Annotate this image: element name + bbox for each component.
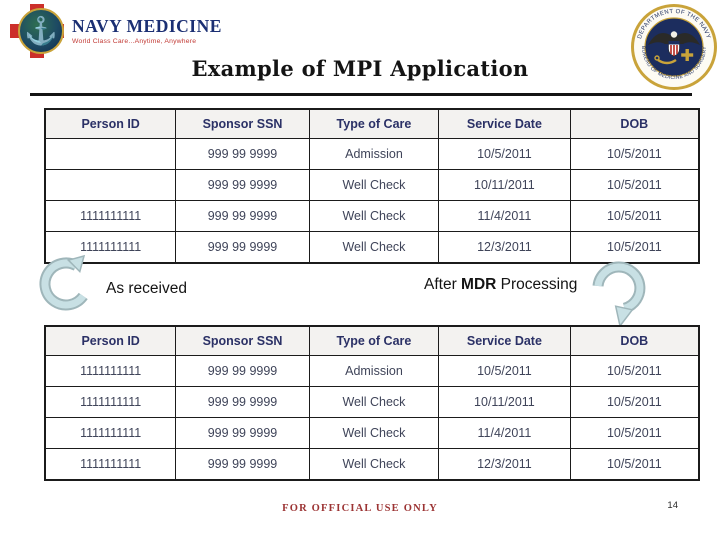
after-mdr-text: Processing	[496, 276, 578, 293]
table-cell: Well Check	[308, 417, 440, 449]
table-cell: 999 99 9999	[175, 231, 310, 264]
table-cell: Well Check	[308, 169, 440, 201]
table-cell: 10/5/2011	[569, 386, 700, 418]
table-cell: Admission	[308, 355, 440, 387]
curved-arrow-down-icon	[592, 261, 646, 328]
after-mdr-text: After	[424, 276, 462, 293]
table-cell: Well Check	[308, 386, 440, 418]
slide-title: Example of MPI Application	[191, 56, 529, 81]
table-cell	[44, 169, 177, 201]
table-cell: 10/11/2011	[438, 169, 571, 201]
navy-medicine-emblem: ⚓	[8, 4, 66, 60]
table-cell: 11/4/2011	[438, 417, 571, 449]
logo-title: NAVY MEDICINE	[72, 16, 222, 36]
table-cell: 1111111111	[44, 417, 177, 449]
column-header: Person ID	[44, 325, 177, 356]
table-cell: 1111111111	[44, 200, 177, 232]
table-row: 999 99 9999 Admission 10/5/2011 10/5/201…	[44, 138, 700, 170]
navy-bumed-seal-icon: DEPARTMENT OF THE NAVY BUREAU OF MEDICIN…	[631, 4, 717, 90]
table-cell: Admission	[308, 138, 440, 170]
table-cell: 12/3/2011	[438, 231, 571, 264]
table-header-row: Person ID Sponsor SSN Type of Care Servi…	[44, 325, 700, 356]
after-mdr-bold-text: MDR	[461, 276, 497, 293]
table-cell: 999 99 9999	[175, 169, 310, 201]
slide-number: 14	[667, 500, 678, 511]
table-cell: 10/5/2011	[569, 200, 700, 232]
table-cell: 999 99 9999	[175, 138, 310, 170]
table-row: 1111111111 999 99 9999 Well Check 11/4/2…	[44, 417, 700, 449]
column-header: DOB	[569, 108, 700, 139]
table-cell	[44, 138, 177, 170]
table-cell: 10/5/2011	[569, 355, 700, 387]
table-cell: 10/11/2011	[438, 386, 571, 418]
column-header: Type of Care	[308, 108, 440, 139]
table-cell: Well Check	[308, 231, 440, 264]
table-cell: 10/5/2011	[569, 231, 700, 264]
table-cell: 10/5/2011	[569, 417, 700, 449]
table-cell: 999 99 9999	[175, 386, 310, 418]
table-cell: 10/5/2011	[569, 138, 700, 170]
table-row: 1111111111 999 99 9999 Well Check 11/4/2…	[44, 200, 700, 232]
table-row: 1111111111 999 99 9999 Well Check 12/3/2…	[44, 448, 700, 481]
table-row: 1111111111 999 99 9999 Well Check 10/11/…	[44, 386, 700, 418]
eagle-icon	[648, 31, 700, 57]
table-cell: 1111111111	[44, 448, 177, 481]
column-header: Service Date	[438, 325, 571, 356]
table-cell: 1111111111	[44, 386, 177, 418]
as-received-table: Person ID Sponsor SSN Type of Care Servi…	[44, 108, 700, 264]
column-header: Type of Care	[308, 325, 440, 356]
table-row: 999 99 9999 Well Check 10/11/2011 10/5/2…	[44, 169, 700, 201]
navy-medicine-logo: ⚓ NAVY MEDICINE World Class Care...Anyti…	[8, 4, 228, 60]
column-header: Service Date	[438, 108, 571, 139]
anchor-icon: ⚓	[24, 15, 58, 46]
table-cell: Well Check	[308, 200, 440, 232]
as-received-label: As received	[106, 280, 187, 297]
logo-tagline: World Class Care...Anytime, Anywhere	[72, 38, 197, 45]
globe-icon: ⚓	[18, 8, 64, 54]
column-header: DOB	[569, 325, 700, 356]
table-cell: 10/5/2011	[569, 169, 700, 201]
anchor-and-cross-icon	[654, 49, 694, 65]
table-cell: 999 99 9999	[175, 417, 310, 449]
table-cell: 999 99 9999	[175, 355, 310, 387]
table-cell: 11/4/2011	[438, 200, 571, 232]
column-header: Sponsor SSN	[175, 108, 310, 139]
table-cell: Well Check	[308, 448, 440, 481]
classification-marking: FOR OFFICIAL USE ONLY	[282, 503, 438, 514]
table-cell: 10/5/2011	[438, 355, 571, 387]
table-cell: 10/5/2011	[569, 448, 700, 481]
logo-text: NAVY MEDICINE World Class Care...Anytime…	[72, 16, 222, 45]
table-header-row: Person ID Sponsor SSN Type of Care Servi…	[44, 108, 700, 139]
curved-arrow-up-icon	[39, 254, 88, 311]
table-cell: 999 99 9999	[175, 200, 310, 232]
table-cell: 10/5/2011	[438, 138, 571, 170]
column-header: Sponsor SSN	[175, 325, 310, 356]
table-cell: 12/3/2011	[438, 448, 571, 481]
column-header: Person ID	[44, 108, 177, 139]
table-cell: 1111111111	[44, 355, 177, 387]
title-underline	[30, 93, 692, 96]
after-mdr-table: Person ID Sponsor SSN Type of Care Servi…	[44, 325, 700, 481]
table-cell: 999 99 9999	[175, 448, 310, 481]
table-row: 1111111111 999 99 9999 Admission 10/5/20…	[44, 355, 700, 387]
after-mdr-label: After MDR Processing	[424, 276, 577, 294]
